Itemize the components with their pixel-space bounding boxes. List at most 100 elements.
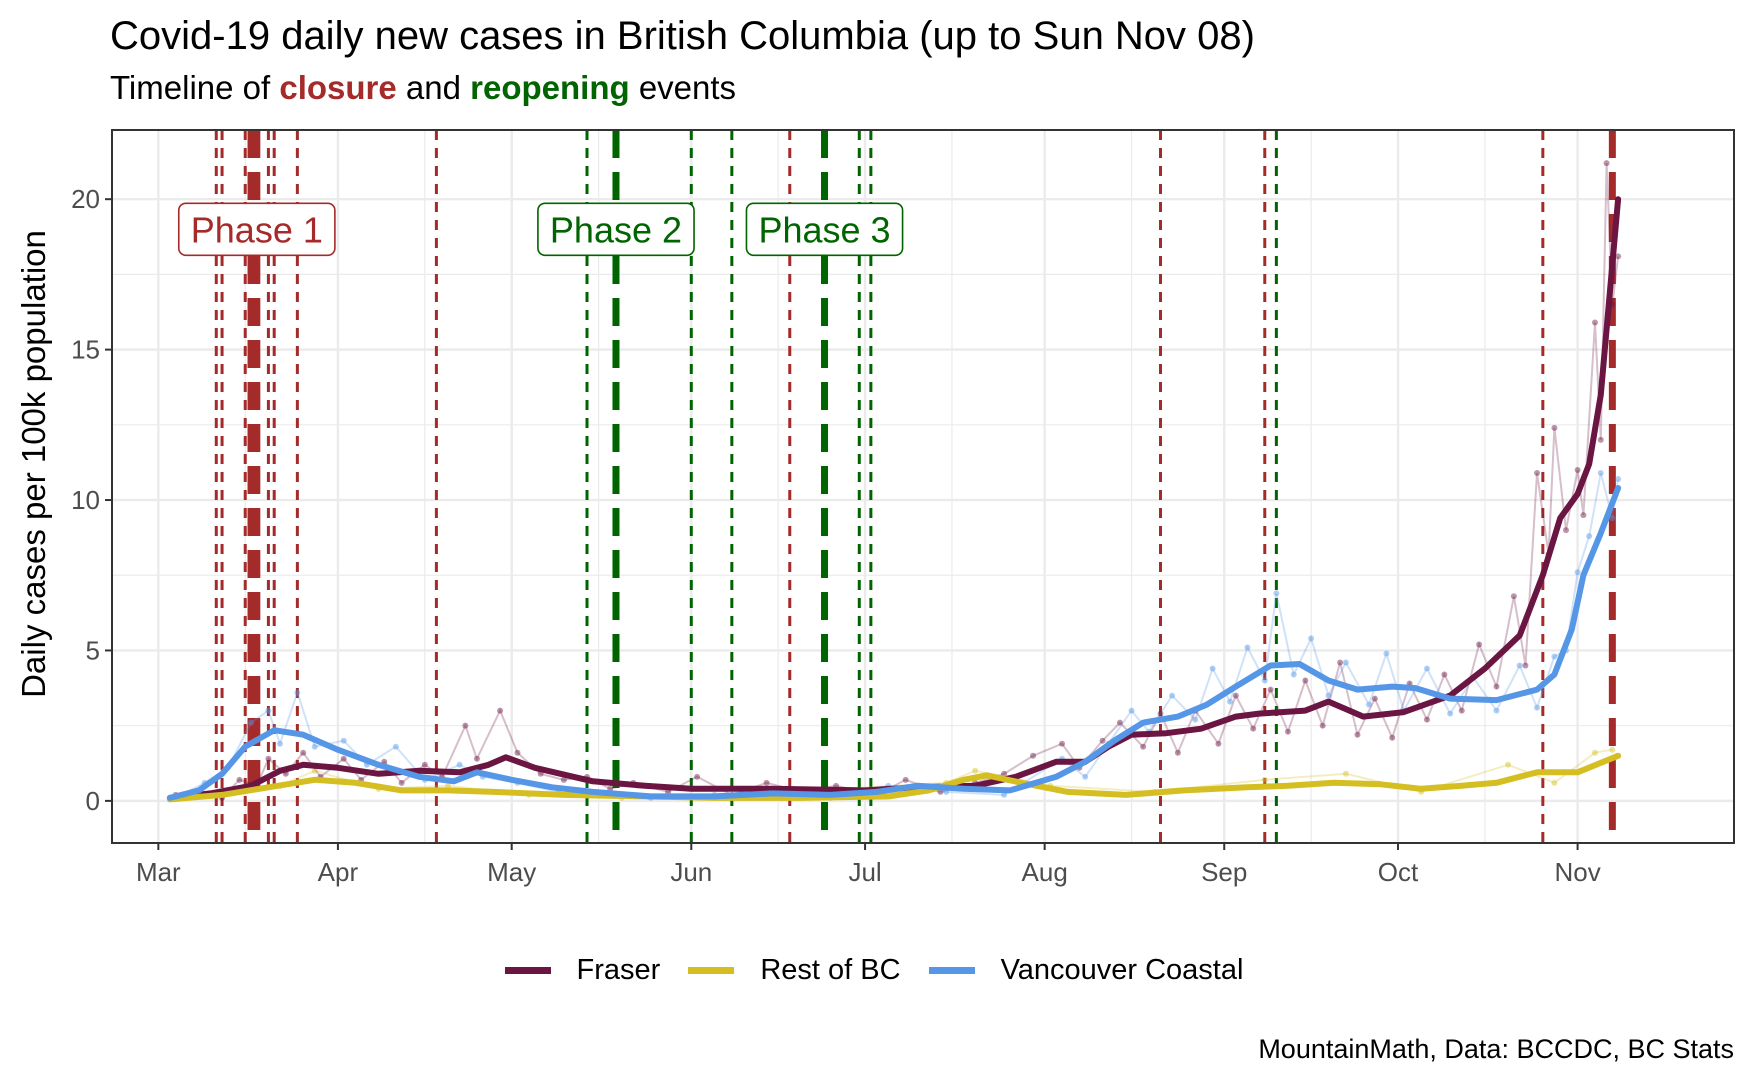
series-fraser-point [1232,692,1239,699]
series-fraser-point [1591,319,1598,326]
series-fraser-point [1215,740,1222,747]
series-vancouver-coastal-point [1551,653,1558,660]
series-fraser-point [1563,527,1570,534]
series-fraser-point [1001,770,1008,777]
series-vancouver-coastal-point [1209,665,1216,672]
annotation-phase-1-text: Phase 1 [191,209,323,250]
series-fraser-point [473,755,480,762]
y-tick-label: 10 [71,485,100,515]
series-vancouver-coastal-point [1586,533,1593,540]
subtitle-suffix: events [629,69,737,106]
series-vancouver-coastal-point [1261,677,1268,684]
series-vancouver-coastal-point [1615,475,1622,482]
y-tick-label: 20 [71,184,100,214]
legend-item-vancouver-coastal: Vancouver Coastal [928,950,1244,990]
legend-item-rest-of-bc: Rest of BC [688,950,901,990]
legend-label-fraser: Fraser [576,954,661,986]
series-vancouver-coastal-point [1574,569,1581,576]
annotation-phase-1: Phase 1 [177,202,336,257]
series-fraser-daily-line [175,163,1620,800]
legend-item-fraser: Fraser [504,950,661,990]
series-fraser-point [236,776,243,783]
series-rest-of-bc-point [1505,761,1512,768]
series-vancouver-coastal-point [392,743,399,750]
series-fraser-point [1319,722,1326,729]
series-fraser-point [398,779,405,786]
series-vancouver-coastal-point [1493,707,1500,714]
series-vancouver-coastal-point [1342,659,1349,666]
x-tick-label: May [487,857,536,887]
legend: Fraser Rest of BC Vancouver Coastal [0,950,1748,990]
series-fraser-point [1354,731,1361,738]
series-fraser [172,160,1622,801]
subtitle-prefix: Timeline of [110,69,280,106]
series-vancouver-coastal-point [311,743,318,750]
legend-key-fraser [504,966,551,974]
y-tick-label: 15 [71,335,100,365]
y-tick-label: 0 [86,786,100,816]
series-vancouver-coastal-point [1597,469,1604,476]
series-fraser-point [265,755,272,762]
series-rest-of-bc-point [1261,776,1268,783]
series-fraser-point [1284,728,1291,735]
series-fraser-point [1030,752,1037,759]
series-vancouver-coastal-point [1290,671,1297,678]
series-vancouver-coastal-trend-line [166,485,1622,801]
annotation-phase-1-box [177,202,336,257]
series-vancouver-coastal-point [1534,704,1541,711]
series-vancouver-coastal-point [1383,650,1390,657]
legend-key-vancouver-coastal [928,966,975,974]
series-vancouver-coastal-point [276,740,283,747]
series-vancouver-coastal-point [1366,701,1373,708]
series-fraser-point [421,761,428,768]
series-rest-of-bc-point [972,767,979,774]
series-fraser-point [1174,749,1181,756]
series-fraser-point [1458,707,1465,714]
series-rest-of-bc-point [1551,779,1558,786]
subtitle-closure-word: closure [279,69,397,106]
series-vancouver-coastal-point [1192,716,1199,723]
legend-label-vancouver-coastal: Vancouver Coastal [1000,954,1244,986]
x-tick-label: Oct [1378,857,1419,887]
series-vancouver-coastal-point [1447,710,1454,717]
legend-label-rest-of-bc: Rest of BC [760,954,901,986]
x-tick-label: Jul [848,857,881,887]
series-fraser-point [1267,686,1274,693]
series-fraser-point [1603,160,1610,167]
series-fraser-point [1157,710,1164,717]
series-fraser-point [1250,725,1257,732]
series-rest-of-bc-point [311,767,318,774]
series-fraser-point [1389,734,1396,741]
series-fraser-point [1551,424,1558,431]
series-vancouver-coastal-point [456,761,463,768]
annotation-phase-2-box [537,202,695,257]
series-vancouver-coastal-point [1001,791,1008,798]
series-rest-of-bc-point [1342,770,1349,777]
x-tick-label: Nov [1554,857,1600,887]
series-fraser-point [1597,436,1604,443]
annotation-phase-3-text: Phase 3 [758,209,890,250]
series-rest-of-bc-trend-line [166,752,1622,803]
series-vancouver-coastal-point [248,719,255,726]
series-fraser-point [514,749,521,756]
y-axis-label: Daily cases per 100k population [15,230,52,698]
series-fraser-point [1534,469,1541,476]
series-fraser-point [1522,662,1529,669]
series-vancouver-coastal-point [1227,698,1234,705]
annotation-phase-3: Phase 3 [745,202,904,257]
plot-area [166,130,1622,843]
series-vancouver-coastal-point [1128,707,1135,714]
series-fraser-point [462,722,469,729]
series-vancouver-coastal-point [1609,515,1616,522]
series-rest-of-bc-point [1609,746,1616,753]
series-fraser-point [1574,466,1581,473]
series-vancouver-coastal-point [1516,662,1523,669]
series-fraser-point [1441,671,1448,678]
series-vancouver-coastal-point [1273,590,1280,597]
series-fraser-point [1615,253,1622,260]
subtitle-reopening-word: reopening [470,69,630,106]
series-fraser-point [1580,512,1587,519]
series-fraser-point [1337,659,1344,666]
series-vancouver-coastal-point [1082,773,1089,780]
